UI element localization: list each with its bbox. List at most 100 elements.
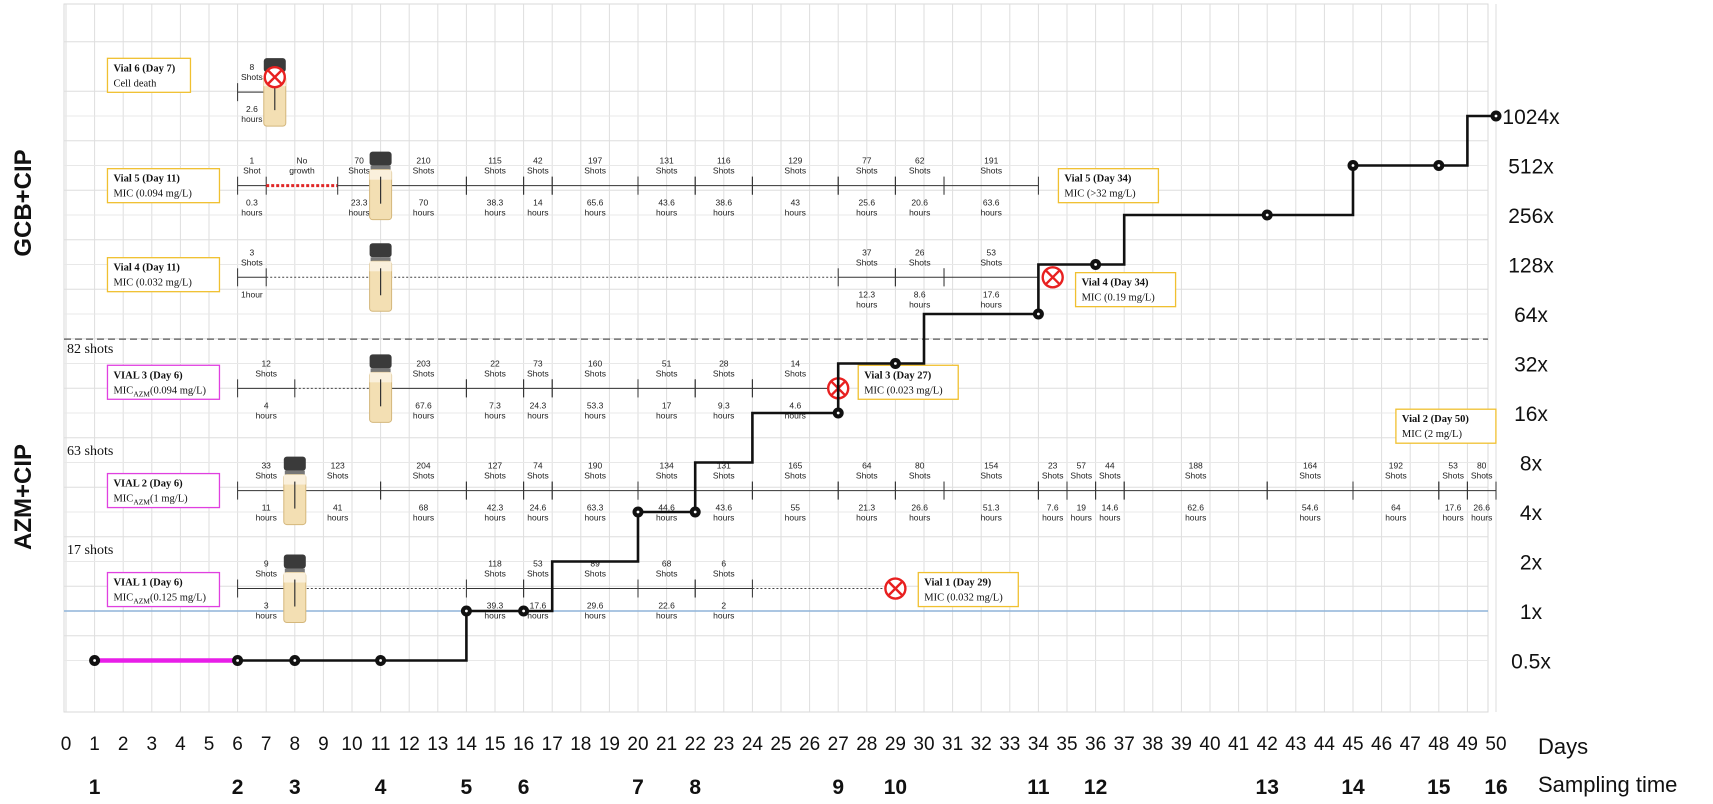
vial5-hours-4: 38.3 hours [484, 198, 505, 218]
vial2-hours-19: 26.6 hours [1471, 503, 1492, 523]
vial3-total-shots: 82 shots [67, 342, 113, 357]
vial2-shots-2: 204 Shots [413, 461, 435, 481]
x-tick-21: 21 [656, 734, 677, 755]
vial2-hours-11: 51.3 hours [981, 503, 1002, 523]
vial2-total-shots: 63 shots [67, 444, 113, 459]
vial-cap [369, 151, 392, 166]
vial5-shots-1: No growth [289, 156, 315, 176]
vial4-shots-0: 3 Shots [241, 247, 263, 267]
vial4-hours-0: 1hour [241, 289, 263, 299]
sampling-label-1: 1 [89, 776, 101, 799]
x-tick-17: 17 [542, 734, 563, 755]
vial4-hours-2: 12.3 hours [856, 289, 877, 309]
vial2-start-label: VIAL 2 (Day 6) MICAZM(1 mg/L) [106, 472, 221, 509]
vial2-hours-1: 41 hours [327, 503, 348, 523]
vial1-end-label-sub: MIC (0.032 mg/L) [924, 593, 1003, 604]
vial-neck [370, 165, 391, 170]
vial2-shots-19: 80 Shots [1471, 461, 1493, 481]
vial2-end-label-frame [1395, 408, 1497, 444]
vial1-shots-5: 68 Shots [656, 559, 678, 579]
vial4-start-label-sub: MIC (0.032 mg/L) [113, 278, 192, 289]
separators [64, 338, 1488, 612]
x-tick-40: 40 [1199, 734, 1220, 755]
vial1-start-label-frame [106, 571, 221, 608]
vial2-shots-17: 192 Shots [1385, 461, 1407, 481]
vial3-shots-3: 22 Shots [484, 358, 506, 378]
vial1-hours-3: 17.6 hours [527, 601, 548, 621]
vial5-shots-9: 129 Shots [784, 156, 806, 176]
vial2-end-label-sub: MIC (2 mg/L) [1402, 429, 1463, 440]
vial2-hours-2: 68 hours [413, 503, 434, 523]
group-label-azm-cip: AZM+CIP [10, 444, 37, 550]
vial2-shots-7: 131 Shots [713, 461, 735, 481]
vial3-hours-3: 7.3 hours [484, 400, 505, 420]
x-tick-50: 50 [1485, 734, 1506, 755]
x-tick-36: 36 [1085, 734, 1106, 755]
vial6-hours-0: 2.6 hours [241, 104, 262, 124]
vial2-hours-4: 24.6 hours [527, 503, 548, 523]
mic-point-center-7 [693, 510, 697, 514]
vial6-start-label-sub: Cell death [113, 78, 157, 89]
mic-point-center-15 [1494, 114, 1498, 118]
vial2-end-label-title: Vial 2 (Day 50) [1402, 414, 1469, 425]
vial3-hours-5: 53.3 hours [584, 400, 605, 420]
vial5-hours-8: 38.6 hours [713, 198, 734, 218]
vial-cap [369, 354, 392, 369]
death-cross-b [267, 69, 283, 85]
vial2-shots-1: 123 Shots [327, 461, 349, 481]
y-tick-0.5x: 0.5x [1511, 651, 1551, 674]
vial2-shots-5: 190 Shots [584, 461, 606, 481]
vial-cap [283, 554, 306, 569]
vial-timelines: 8 Shots 2.6 hours Vial 6 (Day 7) Cell death 1 S… [67, 57, 1497, 624]
x-tick-45: 45 [1342, 734, 1363, 755]
mic-step-line [94, 114, 1496, 662]
vial2-timeline: 33 Shots 11 hours 123 Shots 41 hours 204 Shots 68 h… [67, 408, 1497, 526]
vial5-hours-9: 43 hours [785, 198, 806, 218]
vial2-hours-3: 42.3 hours [484, 503, 505, 523]
vial1-hours-4: 29.6 hours [584, 601, 605, 621]
vial4-shots-3: 26 Shots [909, 247, 931, 267]
vial5-hours-7: 43.6 hours [656, 198, 677, 218]
y-tick-256x: 256x [1508, 205, 1554, 228]
vial3-end-label: Vial 3 (Day 27) MIC (0.023 mg/L) [857, 364, 959, 400]
vial3-shots-8: 14 Shots [784, 358, 806, 378]
mic-point-center-11 [1094, 263, 1097, 266]
vial-highlight [369, 372, 392, 383]
vial4-timeline: 3 Shots 1hour 37 Shots 12.3 hours 26 Shots 8.6 hou… [106, 243, 1177, 312]
vial5-start-label-sub: MIC (0.094 mg/L) [113, 189, 192, 200]
vial4-start-label-frame [106, 257, 221, 293]
sampling-label-6: 6 [518, 776, 530, 799]
vial1-shots-2: 118 Shots [484, 559, 506, 579]
vial2-shots-12: 23 Shots [1042, 461, 1064, 481]
vial1-end-label: Vial 1 (Day 29) MIC (0.032 mg/L) [917, 571, 1019, 608]
vial3-start-label-sub: MICAZM(0.094 mg/L) [113, 385, 206, 398]
vial2-shots-9: 64 Shots [856, 461, 878, 481]
x-tick-22: 22 [685, 734, 706, 755]
y-tick-1024x: 1024x [1502, 106, 1560, 129]
sampling-time-label: Sampling time [1538, 772, 1677, 797]
vial2-hours-5: 63.3 hours [584, 503, 605, 523]
vial5-end-label-frame [1057, 168, 1160, 204]
x-tick-39: 39 [1171, 734, 1192, 755]
vial5-end-label: Vial 5 (Day 34) MIC (>32 mg/L) [1057, 168, 1160, 204]
x-tick-19: 19 [599, 734, 620, 755]
vial5-hours-11: 20.6 hours [909, 198, 930, 218]
mic-point-center-3 [379, 659, 382, 662]
sampling-label-3: 3 [289, 776, 301, 799]
x-tick-47: 47 [1400, 734, 1421, 755]
vial5-end-label-sub: MIC (>32 mg/L) [1064, 189, 1136, 200]
vial4-end-label-title: Vial 4 (Day 34) [1082, 278, 1149, 289]
y-tick-1x: 1x [1520, 601, 1543, 624]
vial3-end-label-sub: MIC (0.023 mg/L) [864, 385, 943, 396]
vial2-shots-3: 127 Shots [484, 461, 506, 481]
vial3-shots-7: 28 Shots [713, 358, 735, 378]
vial6-start-label-title: Vial 6 (Day 7) [113, 63, 175, 74]
vial5-shots-0: 1 Shot [243, 156, 261, 176]
vial2-start-label-title: VIAL 2 (Day 6) [113, 479, 183, 490]
vial2-shots-6: 134 Shots [656, 461, 678, 481]
vial2-shots-13: 57 Shots [1070, 461, 1092, 481]
sampling-label-13: 13 [1256, 776, 1279, 799]
mic-fold-series [89, 110, 1502, 666]
vial4-start-label-title: Vial 4 (Day 11) [113, 263, 180, 274]
y-tick-64x: 64x [1514, 304, 1548, 327]
